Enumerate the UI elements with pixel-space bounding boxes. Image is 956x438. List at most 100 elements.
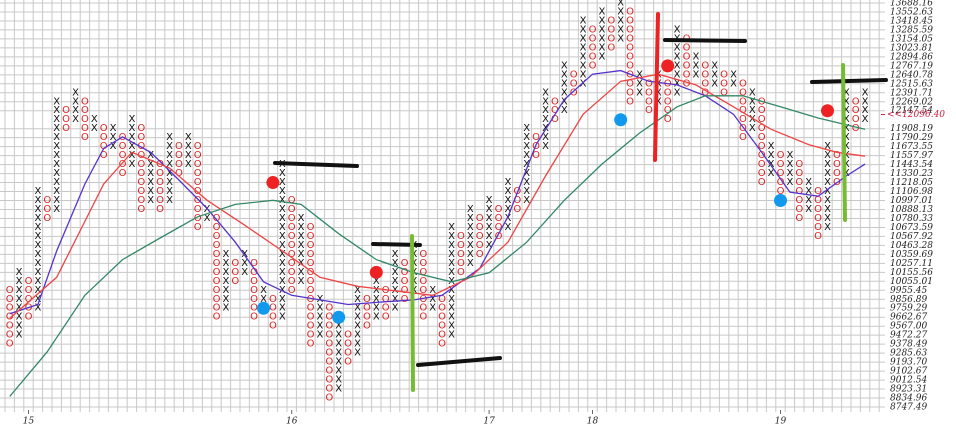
o-box: O <box>288 240 296 251</box>
x-box: X <box>34 240 41 251</box>
y-tick-label: 10463.28 <box>890 241 933 251</box>
o-box: O <box>119 159 127 170</box>
o-box: O <box>325 339 333 350</box>
x-box: X <box>805 186 812 197</box>
x-box: X <box>542 105 549 116</box>
x-box: X <box>711 60 718 71</box>
y-tick-label: 11557.97 <box>890 151 933 161</box>
o-box: O <box>720 69 728 80</box>
x-box: X <box>824 213 831 224</box>
x-box: X <box>128 123 135 134</box>
x-box: X <box>467 204 474 215</box>
o-box: O <box>419 258 427 269</box>
x-box: X <box>467 213 474 224</box>
x-box: X <box>241 258 248 269</box>
o-box: O <box>288 267 296 278</box>
x-box: X <box>542 114 549 125</box>
o-box: O <box>288 204 296 215</box>
x-box: X <box>147 168 154 179</box>
o-box: O <box>777 150 785 161</box>
x-box: X <box>580 15 587 26</box>
x-box: X <box>91 123 98 134</box>
o-box: O <box>495 204 503 215</box>
o-box: O <box>231 276 239 287</box>
o-box: O <box>758 168 766 179</box>
x-box: X <box>561 105 568 116</box>
o-box: O <box>476 222 484 233</box>
o-box: O <box>814 195 822 206</box>
x-box: X <box>316 303 323 314</box>
x-box: X <box>448 222 455 233</box>
x-box: X <box>523 159 530 170</box>
y-tick-label: 12269.02 <box>890 97 933 107</box>
column: XXX <box>636 69 643 98</box>
x-box: X <box>204 213 211 224</box>
x-box: X <box>692 60 699 71</box>
x-box: X <box>580 51 587 62</box>
x-box: X <box>655 96 662 107</box>
o-box: O <box>137 195 145 206</box>
o-box: O <box>476 231 484 242</box>
x-box: X <box>523 123 530 134</box>
x-box: X <box>335 375 342 386</box>
x-box: X <box>279 195 286 206</box>
x-box: X <box>72 114 79 125</box>
x-box: X <box>768 168 775 179</box>
o-box: O <box>419 285 427 296</box>
o-box: O <box>814 213 822 224</box>
x-box: X <box>222 294 229 305</box>
x-box: X <box>53 186 60 197</box>
y-tick-label: 13418.45 <box>890 16 933 26</box>
o-box: O <box>833 168 841 179</box>
x-box: X <box>711 78 718 89</box>
x-box: X <box>692 51 699 62</box>
x-box: X <box>147 186 154 197</box>
x-box: X <box>486 240 493 251</box>
o-box: O <box>137 168 145 179</box>
x-tick-label: 16 <box>286 417 298 427</box>
o-box: O <box>288 285 296 296</box>
x-box: X <box>72 105 79 116</box>
o-box: O <box>833 159 841 170</box>
y-tick-label: 12147.54 <box>890 106 933 116</box>
o-box: O <box>401 285 409 296</box>
o-box: O <box>814 186 822 197</box>
x-box: X <box>674 69 681 80</box>
x-box: X <box>542 132 549 143</box>
x-box: X <box>598 51 605 62</box>
x-box: X <box>354 312 361 323</box>
o-box: O <box>344 330 352 341</box>
o-box: O <box>81 114 89 125</box>
x-box: X <box>504 222 511 233</box>
o-box: O <box>363 294 371 305</box>
o-box: O <box>213 231 221 242</box>
x-box: X <box>467 231 474 242</box>
o-box: O <box>288 258 296 269</box>
o-box: O <box>419 312 427 323</box>
x-box: X <box>448 258 455 269</box>
x-box: X <box>674 78 681 89</box>
o-box: O <box>344 348 352 359</box>
x-box: X <box>279 204 286 215</box>
o-box: O <box>250 303 258 314</box>
y-tick-label: 13023.81 <box>890 43 933 53</box>
o-box: O <box>626 42 634 53</box>
o-box: O <box>307 312 315 323</box>
x-box: X <box>504 213 511 224</box>
column: OOO <box>532 132 540 161</box>
o-box: O <box>213 222 221 233</box>
o-box: O <box>645 105 653 116</box>
x-box: X <box>843 87 850 98</box>
o-box: O <box>777 168 785 179</box>
y-tick-label: 11330.23 <box>890 169 933 179</box>
o-box: O <box>683 51 691 62</box>
